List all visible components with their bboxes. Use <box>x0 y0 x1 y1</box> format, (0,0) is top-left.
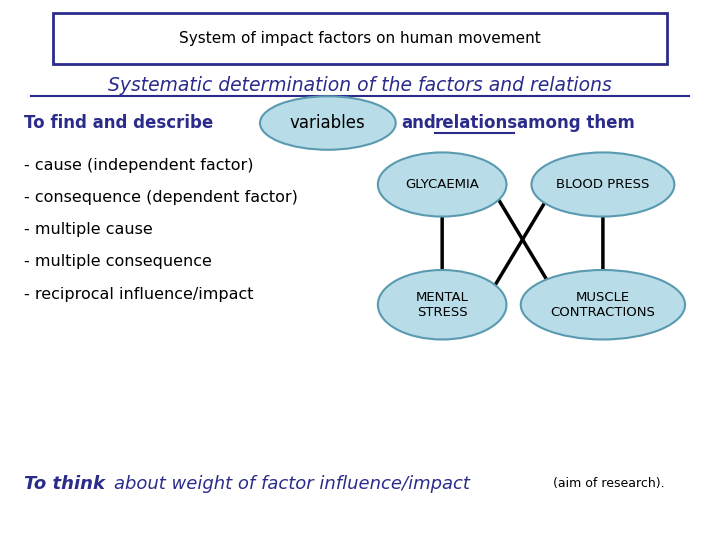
Ellipse shape <box>531 152 675 217</box>
Text: To find and describe: To find and describe <box>24 114 213 132</box>
Text: among them: among them <box>517 114 635 132</box>
Text: BLOOD PRESS: BLOOD PRESS <box>557 178 649 191</box>
Text: about weight of factor influence/impact: about weight of factor influence/impact <box>114 475 469 493</box>
Text: To think: To think <box>24 475 105 493</box>
Text: - cause (independent factor): - cause (independent factor) <box>24 158 253 173</box>
Text: - reciprocal influence/impact: - reciprocal influence/impact <box>24 287 253 301</box>
Text: - multiple consequence: - multiple consequence <box>24 254 212 269</box>
Ellipse shape <box>260 96 396 150</box>
Text: System of impact factors on human movement: System of impact factors on human moveme… <box>179 31 541 46</box>
Text: MUSCLE
CONTRACTIONS: MUSCLE CONTRACTIONS <box>551 291 655 319</box>
Text: GLYCAEMIA: GLYCAEMIA <box>405 178 479 191</box>
Text: Systematic determination of the factors and relations: Systematic determination of the factors … <box>108 76 612 95</box>
Text: variables: variables <box>290 114 366 132</box>
Text: and: and <box>402 114 436 132</box>
Text: (aim of research).: (aim of research). <box>553 477 665 490</box>
Ellipse shape <box>378 270 506 340</box>
Text: - consequence (dependent factor): - consequence (dependent factor) <box>24 190 298 205</box>
Text: relations: relations <box>435 114 518 132</box>
Text: - multiple cause: - multiple cause <box>24 222 153 238</box>
FancyBboxPatch shape <box>53 14 667 64</box>
Ellipse shape <box>378 152 506 217</box>
Ellipse shape <box>521 270 685 340</box>
Text: MENTAL
STRESS: MENTAL STRESS <box>415 291 469 319</box>
